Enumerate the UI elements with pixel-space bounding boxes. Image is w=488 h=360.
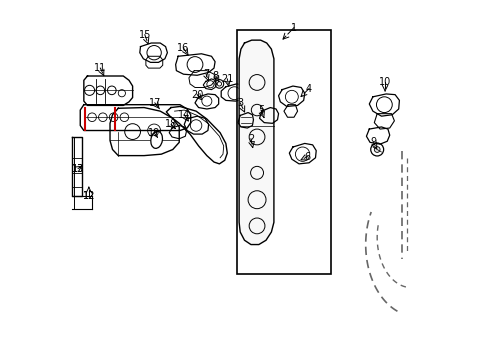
Text: 20: 20 [191, 90, 203, 100]
Text: 12: 12 [82, 191, 95, 201]
Text: 19: 19 [148, 128, 160, 138]
Text: 13: 13 [72, 163, 84, 174]
Text: 18: 18 [165, 120, 177, 129]
Text: 9: 9 [370, 138, 376, 147]
Text: 16: 16 [177, 43, 189, 53]
Text: 3: 3 [237, 98, 243, 108]
Ellipse shape [150, 131, 162, 148]
Circle shape [373, 147, 379, 152]
Circle shape [217, 82, 221, 86]
FancyBboxPatch shape [236, 30, 330, 274]
Text: 14: 14 [178, 110, 190, 120]
Text: 6: 6 [304, 152, 310, 162]
Text: 1: 1 [290, 23, 296, 33]
Text: 8: 8 [212, 71, 219, 81]
Text: 4: 4 [305, 84, 311, 94]
Text: 7: 7 [203, 69, 209, 79]
Text: 2: 2 [247, 134, 254, 144]
Polygon shape [239, 40, 273, 244]
Text: 5: 5 [257, 105, 264, 115]
Text: 13: 13 [72, 163, 84, 174]
Text: 12: 12 [82, 191, 95, 201]
Text: 11: 11 [94, 63, 106, 73]
Text: 17: 17 [148, 98, 161, 108]
Text: 15: 15 [138, 30, 151, 40]
Text: 10: 10 [378, 77, 390, 87]
Text: 21: 21 [221, 74, 233, 84]
